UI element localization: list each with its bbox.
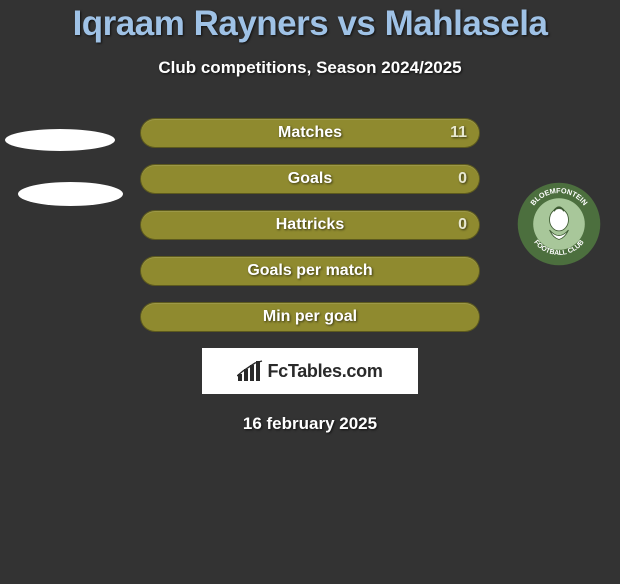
date-label: 16 february 2025 [0,414,620,434]
stat-label: Goals per match [141,262,479,280]
stat-value-right: 11 [450,124,467,142]
stat-label: Goals [141,170,479,188]
stat-label: Hattricks [141,216,479,234]
stat-row: Hattricks0 [140,210,480,240]
fctables-logo[interactable]: FcTables.com [202,348,418,394]
stat-row: Matches11 [140,118,480,148]
bar-chart-icon [237,360,263,382]
fctables-label: FcTables.com [267,361,382,382]
stat-label: Min per goal [141,308,479,326]
stat-row: Goals per match [140,256,480,286]
club-crest: BLOEMFONTEIN FOOTBALL CLUB [516,181,602,267]
stat-row: Goals0 [140,164,480,194]
stat-row: Min per goal [140,302,480,332]
left-shape-top [5,129,115,151]
stat-value-right: 0 [458,216,467,234]
page-title: Iqraam Rayners vs Mahlasela [0,4,620,44]
stat-value-right: 0 [458,170,467,188]
left-shape-bottom [18,182,123,206]
stat-label: Matches [141,124,479,142]
stats-table: Matches11Goals0Hattricks0Goals per match… [140,118,480,332]
subtitle: Club competitions, Season 2024/2025 [0,58,620,78]
